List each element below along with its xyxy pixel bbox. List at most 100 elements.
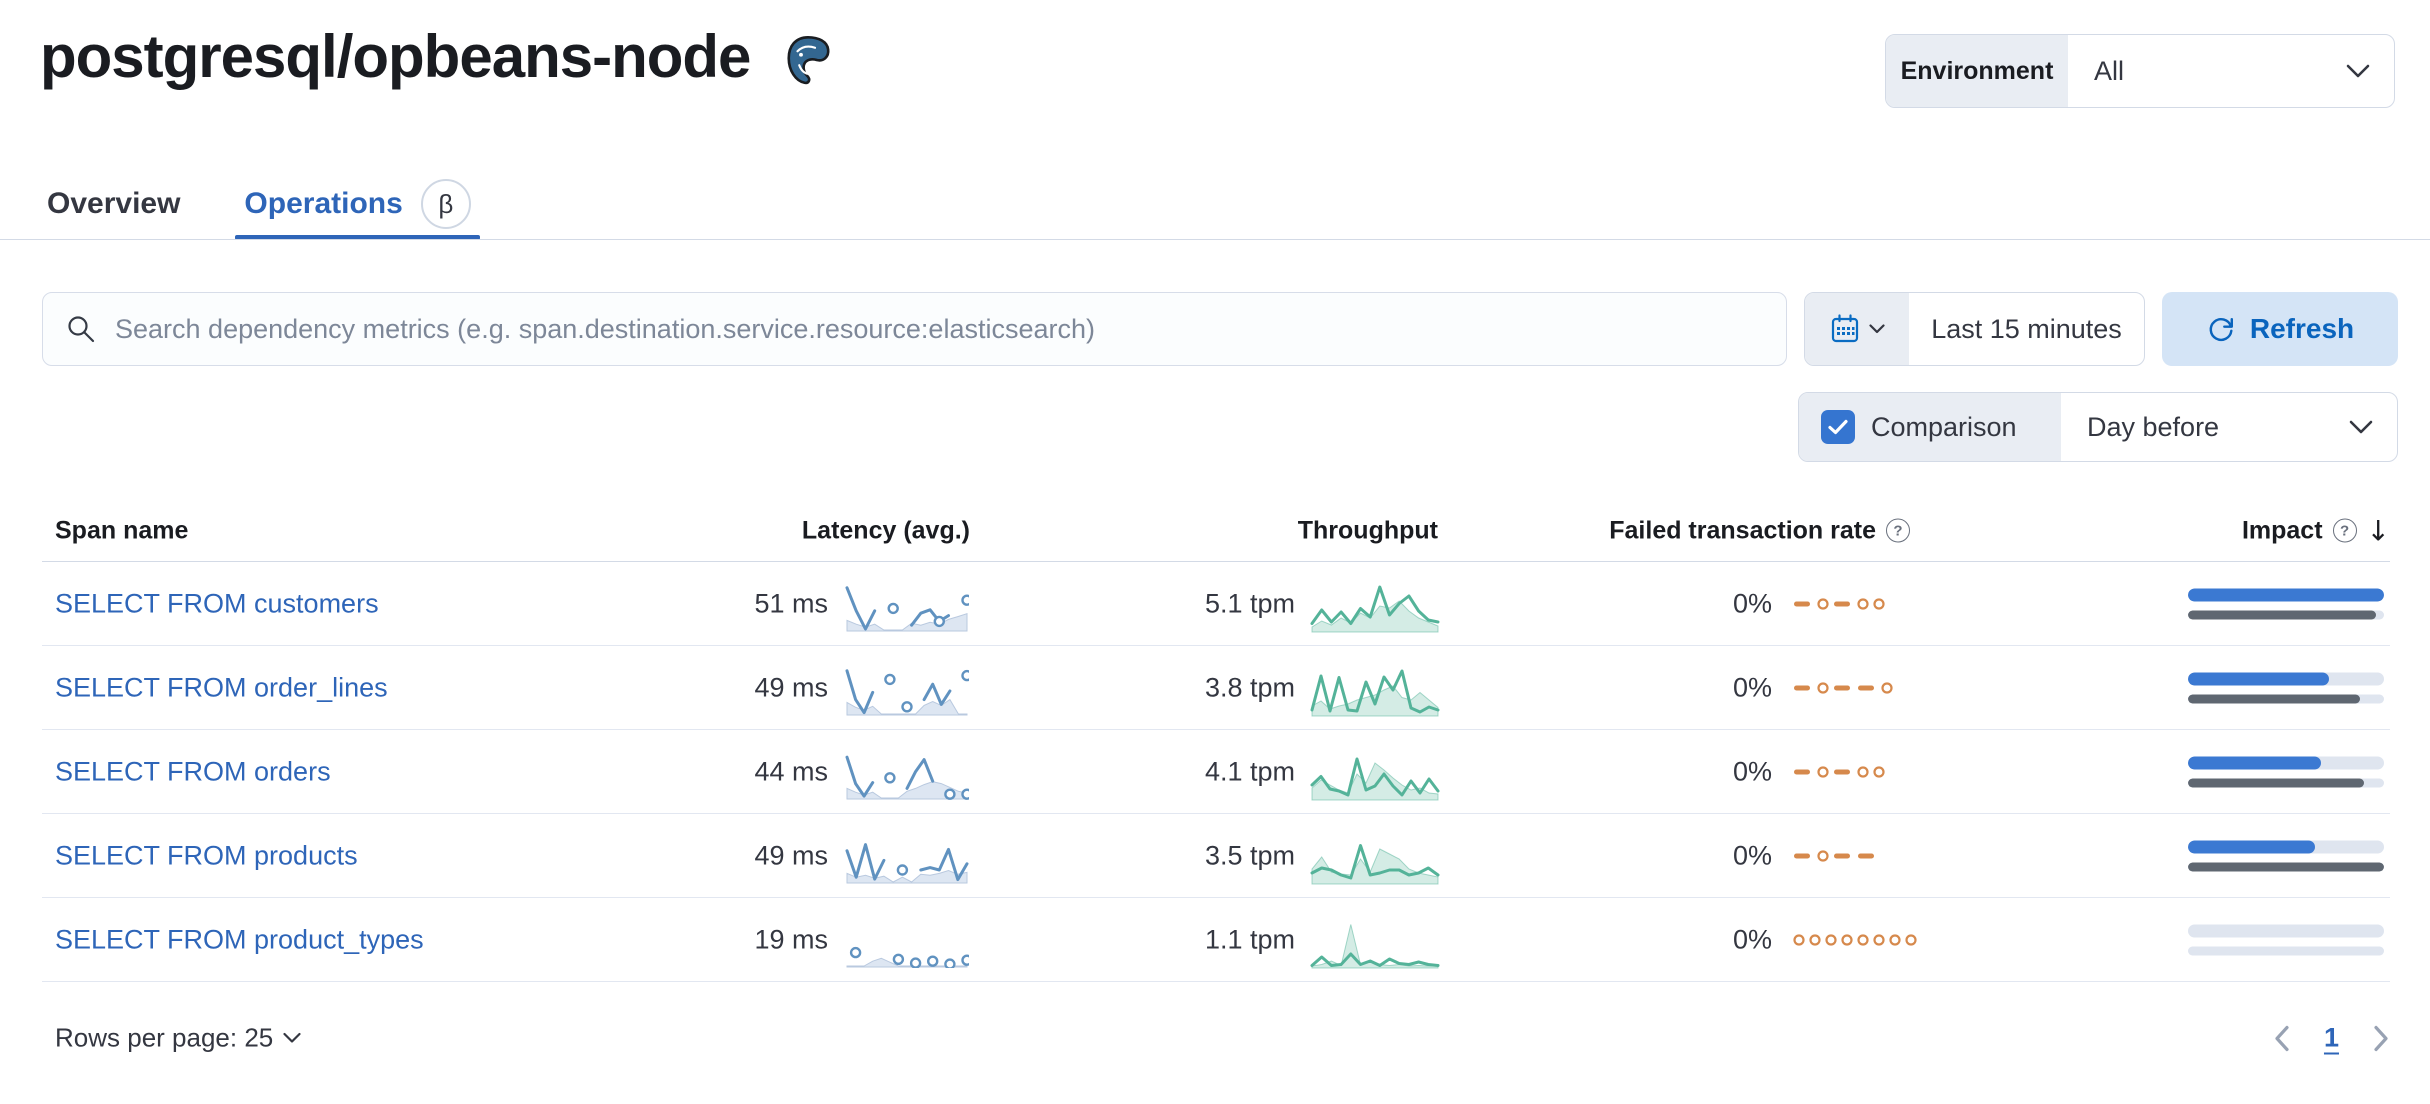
impact-current-bar	[2188, 588, 2384, 601]
latency-value: 19 ms	[754, 924, 828, 954]
refresh-label: Refresh	[2249, 313, 2355, 344]
latency-sparkline	[845, 585, 969, 631]
comparison-control: Comparison Day before	[1798, 392, 2398, 462]
page-number[interactable]: 1	[2323, 1022, 2339, 1053]
page-header: postgresql/opbeans-node	[40, 22, 836, 91]
failed-rate-value: 0%	[1732, 840, 1772, 870]
calendar-icon	[1831, 314, 1859, 343]
impact-previous-bar	[2188, 694, 2384, 703]
search-input[interactable]	[113, 312, 1786, 346]
previous-page-icon[interactable]	[2273, 1024, 2290, 1052]
impact-bars	[2188, 588, 2384, 619]
page-title: postgresql/opbeans-node	[40, 23, 751, 90]
throughput-value: 3.5 tpm	[1204, 840, 1295, 870]
search-box	[42, 292, 1787, 366]
impact-previous-bar	[2188, 862, 2384, 871]
span-name-link[interactable]: SELECT FROM order_lines	[55, 672, 388, 702]
failed-rate-sparkline	[1793, 933, 1917, 946]
beta-badge: β	[420, 179, 471, 229]
tab-operations-label: Operations	[244, 187, 403, 220]
failed-rate-sparkline	[1794, 597, 1885, 610]
environment-label: Environment	[1886, 35, 2068, 107]
impact-current-bar	[2188, 756, 2384, 769]
check-icon	[1828, 419, 1848, 435]
table-footer: Rows per page: 25 1	[42, 982, 2390, 1094]
search-icon	[65, 313, 97, 345]
latency-value: 49 ms	[754, 672, 828, 702]
header-impact-label: Impact	[2241, 516, 2323, 544]
pagination: 1	[2273, 1023, 2390, 1054]
table-row: SELECT FROM customers 51 ms 5.1 tpm 0%	[42, 562, 2390, 646]
date-picker-quick-menu[interactable]	[1805, 293, 1909, 365]
operations-table: Span name Latency (avg.) Throughput Fail…	[42, 500, 2390, 1094]
environment-select[interactable]: Environment All	[1885, 34, 2395, 108]
latency-value: 51 ms	[754, 588, 828, 618]
postgresql-logo	[787, 35, 830, 84]
header-latency[interactable]: Latency (avg.)	[801, 516, 970, 544]
throughput-sparkline	[1310, 757, 1440, 800]
failed-rate-value: 0%	[1732, 672, 1772, 702]
throughput-value: 1.1 tpm	[1204, 924, 1295, 954]
header-throughput[interactable]: Throughput	[1297, 516, 1438, 544]
time-range-value[interactable]: Last 15 minutes	[1931, 313, 2122, 344]
span-name-link[interactable]: SELECT FROM product_types	[55, 924, 424, 954]
table-row: SELECT FROM order_lines 49 ms 3.8 tpm 0%	[42, 646, 2390, 730]
failed-rate-value: 0%	[1732, 924, 1772, 954]
impact-previous-bar	[2188, 946, 2384, 955]
tab-operations[interactable]: Operations β	[235, 168, 481, 240]
rows-per-page-label: Rows per page: 25	[55, 1022, 274, 1053]
environment-value: All	[2094, 55, 2125, 86]
impact-bars	[2188, 840, 2384, 871]
throughput-value: 4.1 tpm	[1204, 756, 1295, 786]
throughput-value: 3.8 tpm	[1204, 672, 1295, 702]
comparison-label: Comparison	[1871, 411, 2017, 442]
comparison-checkbox[interactable]	[1821, 410, 1855, 444]
table-row: SELECT FROM orders 44 ms 4.1 tpm 0%	[42, 730, 2390, 814]
table-row: SELECT FROM products 49 ms 3.5 tpm 0%	[42, 814, 2390, 898]
impact-current-bar	[2188, 924, 2384, 937]
table-row: SELECT FROM product_types 19 ms 1.1 tpm …	[42, 898, 2390, 982]
chevron-down-icon	[283, 1032, 301, 1043]
span-name-link[interactable]: SELECT FROM products	[55, 840, 358, 870]
latency-sparkline	[845, 842, 969, 883]
impact-current-bar	[2188, 672, 2384, 685]
rows-per-page-select[interactable]: Rows per page: 25	[55, 1023, 301, 1054]
throughput-sparkline	[1310, 585, 1440, 632]
date-picker[interactable]: Last 15 minutes	[1804, 292, 2145, 366]
failed-rate-sparkline	[1794, 849, 1874, 862]
question-icon: ?	[2332, 518, 2357, 543]
header-failed-rate-label: Failed transaction rate	[1609, 516, 1876, 544]
throughput-sparkline	[1310, 843, 1440, 884]
sort-descending-icon[interactable]: ↓	[2366, 514, 2390, 547]
failed-rate-value: 0%	[1732, 588, 1772, 618]
impact-bars	[2188, 924, 2384, 955]
refresh-button[interactable]: Refresh	[2162, 292, 2398, 366]
refresh-icon	[2209, 317, 2233, 342]
latency-value: 49 ms	[754, 840, 828, 870]
header-impact[interactable]: Impact ? ↓	[2090, 514, 2390, 547]
failed-rate-sparkline	[1794, 681, 1893, 694]
impact-previous-bar	[2188, 610, 2384, 619]
impact-current-bar	[2188, 840, 2384, 853]
comparison-select[interactable]: Day before	[2087, 411, 2220, 442]
latency-sparkline	[845, 668, 969, 715]
impact-bars	[2188, 756, 2384, 787]
header-span-name[interactable]: Span name	[55, 516, 189, 544]
throughput-value: 5.1 tpm	[1204, 588, 1295, 618]
impact-bars	[2188, 672, 2384, 703]
tab-bar: Overview Operations β	[47, 168, 481, 240]
span-name-link[interactable]: SELECT FROM customers	[55, 588, 379, 618]
table-header-row: Span name Latency (avg.) Throughput Fail…	[42, 500, 2390, 562]
latency-value: 44 ms	[754, 756, 828, 786]
span-name-link[interactable]: SELECT FROM orders	[55, 756, 331, 786]
chevron-down-icon	[2346, 35, 2394, 107]
next-page-icon[interactable]	[2373, 1024, 2390, 1052]
chevron-down-icon	[1869, 324, 1885, 334]
tab-overview[interactable]: Overview	[47, 168, 180, 240]
latency-sparkline	[846, 946, 969, 968]
failed-rate-sparkline	[1794, 765, 1885, 778]
latency-sparkline	[845, 755, 969, 800]
throughput-sparkline	[1310, 923, 1440, 968]
header-failed-rate[interactable]: Failed transaction rate ?	[1510, 516, 1910, 545]
